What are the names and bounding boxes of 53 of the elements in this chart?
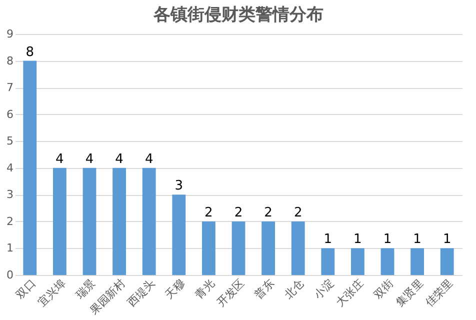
- y-tick-label: 0: [6, 268, 14, 282]
- bar: [440, 248, 454, 275]
- chart-title: 各镇街侵财类警情分布: [152, 5, 324, 25]
- y-tick-label: 8: [6, 54, 14, 68]
- data-label: 1: [324, 232, 332, 248]
- y-tick-label: 3: [6, 188, 14, 202]
- bar: [232, 221, 246, 275]
- bar: [142, 168, 156, 275]
- y-tick-label: 2: [6, 214, 14, 228]
- x-tick-label: 北仓: [282, 276, 307, 302]
- data-label: 2: [234, 205, 243, 220]
- data-label: 2: [204, 205, 213, 220]
- bar: [410, 248, 424, 275]
- x-tick-label: 大张庄: [334, 276, 366, 310]
- bar: [112, 168, 126, 275]
- x-tick-label: 佳荣里: [423, 276, 456, 310]
- y-tick-label: 6: [6, 108, 14, 121]
- bar: [202, 221, 216, 275]
- y-tick-label: 7: [6, 81, 14, 94]
- bar: [23, 60, 37, 275]
- x-tick-label: 瑞景: [73, 276, 98, 302]
- x-tick-label: 双口: [14, 276, 38, 302]
- x-tick-label: 集贤里: [393, 276, 426, 310]
- bar: [82, 168, 96, 275]
- x-tick-label: 小淀: [312, 276, 336, 302]
- y-tick-label: 5: [6, 134, 14, 148]
- bar: [291, 221, 305, 275]
- bar: [262, 221, 276, 275]
- bar: [350, 248, 364, 275]
- data-label: 2: [294, 205, 302, 220]
- x-tick-label: 西堤头: [125, 276, 158, 310]
- y-tick-label: 9: [6, 28, 14, 40]
- bar: [321, 248, 335, 275]
- data-label: 8: [26, 44, 34, 60]
- bar: [172, 194, 186, 275]
- data-label: 4: [144, 152, 154, 167]
- bar: [380, 248, 394, 275]
- data-label: 1: [383, 232, 392, 248]
- data-label: 4: [85, 152, 94, 167]
- x-tick-label: 双街: [371, 276, 396, 302]
- data-label: 4: [56, 152, 64, 167]
- data-label: 1: [354, 232, 362, 248]
- data-label: 1: [413, 232, 422, 248]
- data-label: 4: [115, 152, 124, 167]
- data-label: 2: [264, 205, 272, 220]
- y-tick-label: 1: [6, 242, 14, 255]
- x-tick-label: 普东: [252, 276, 277, 302]
- data-label: 3: [174, 178, 184, 194]
- data-label: 1: [442, 232, 452, 248]
- x-tick-label: 宜兴埠: [36, 276, 68, 310]
- x-tick-label: 天穆: [162, 276, 188, 302]
- y-tick-label: 4: [6, 161, 14, 174]
- bar: [52, 168, 66, 275]
